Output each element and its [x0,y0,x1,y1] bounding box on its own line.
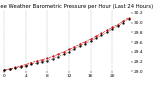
Title: Milwaukee Weather Barometric Pressure per Hour (Last 24 Hours): Milwaukee Weather Barometric Pressure pe… [0,4,154,9]
